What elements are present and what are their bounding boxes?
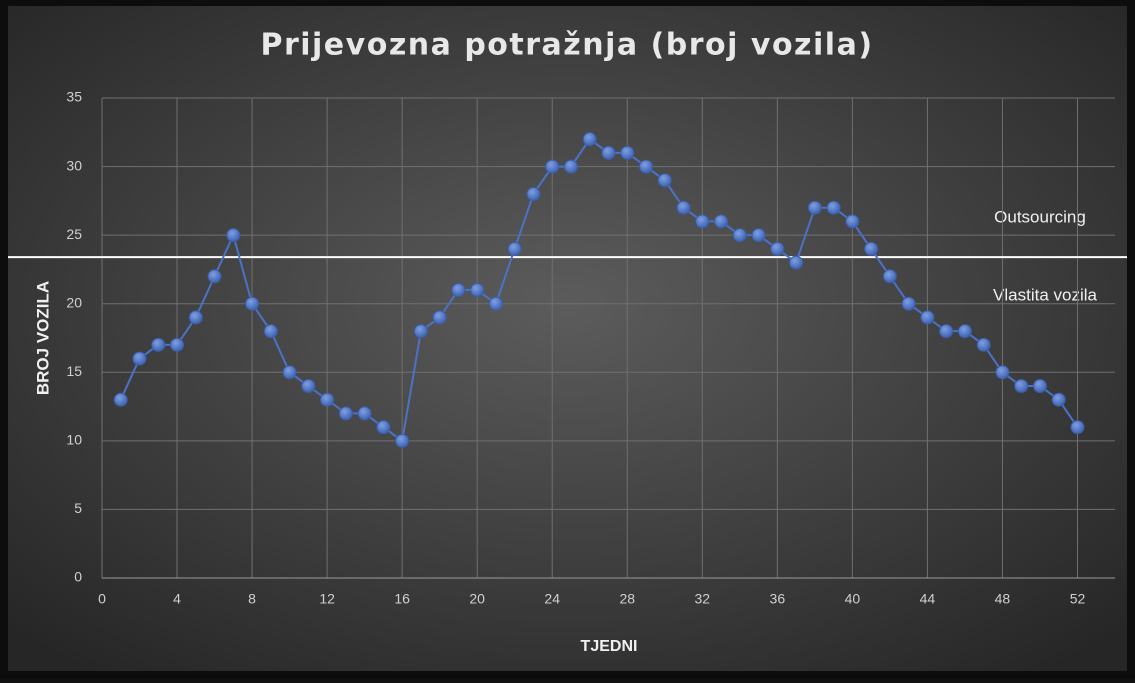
- x-tick-label: 40: [845, 591, 861, 607]
- data-point: [526, 187, 541, 201]
- y-tick-label: 10: [66, 432, 82, 448]
- chart-background: [8, 6, 1127, 671]
- data-point: [957, 324, 972, 339]
- x-axis-label: TJEDNI: [581, 638, 638, 655]
- x-tick-label: 52: [1070, 591, 1086, 607]
- data-point: [395, 433, 410, 448]
- data-point: [582, 132, 597, 147]
- data-point: [338, 406, 353, 421]
- y-tick-label: 30: [66, 157, 82, 173]
- data-point: [563, 159, 578, 174]
- data-point: [657, 173, 672, 188]
- annotation: Outsourcing: [994, 207, 1086, 226]
- data-point: [357, 406, 372, 421]
- x-tick-label: 28: [619, 591, 635, 607]
- data-point: [601, 145, 616, 160]
- data-point: [263, 324, 278, 339]
- data-point: [789, 255, 804, 270]
- y-axis-label: BROJ VOZILA: [33, 281, 52, 395]
- data-point: [732, 228, 747, 243]
- data-point: [939, 324, 954, 339]
- x-tick-label: 20: [469, 591, 485, 607]
- data-point: [676, 200, 691, 215]
- x-tick-label: 0: [98, 591, 106, 607]
- data-point: [845, 214, 860, 229]
- data-point: [245, 296, 260, 311]
- x-tick-label: 12: [319, 591, 335, 607]
- data-point: [188, 310, 203, 325]
- data-point: [320, 392, 335, 407]
- data-point: [920, 310, 935, 325]
- data-point: [226, 228, 241, 243]
- data-point: [132, 351, 147, 366]
- data-point: [714, 214, 729, 229]
- x-tick-label: 8: [248, 591, 256, 607]
- data-point: [620, 145, 635, 160]
- data-point: [826, 200, 841, 215]
- data-point: [113, 392, 128, 407]
- data-point: [901, 296, 916, 311]
- chart-title: Prijevozna potražnja (broj vozila): [260, 28, 873, 63]
- data-point: [170, 337, 185, 352]
- data-point: [282, 365, 297, 380]
- x-tick-label: 32: [695, 591, 711, 607]
- data-point: [451, 283, 466, 297]
- data-point: [1032, 379, 1047, 393]
- x-tick-label: 24: [544, 591, 560, 607]
- annotation: Vlastita vozila: [993, 285, 1097, 304]
- data-point: [995, 365, 1010, 380]
- y-tick-label: 25: [66, 226, 82, 242]
- y-tick-label: 0: [74, 569, 82, 585]
- data-point: [301, 379, 316, 393]
- x-tick-label: 44: [920, 591, 936, 607]
- data-point: [1014, 379, 1029, 393]
- x-tick-label: 36: [770, 591, 786, 607]
- data-point: [376, 420, 391, 435]
- y-tick-label: 20: [66, 294, 82, 310]
- data-point: [507, 241, 522, 256]
- data-point: [882, 269, 897, 284]
- y-tick-label: 15: [66, 363, 82, 379]
- data-point: [864, 241, 879, 256]
- y-tick-label: 35: [66, 89, 82, 105]
- data-point: [695, 214, 710, 229]
- data-point: [751, 228, 766, 243]
- data-point: [1070, 420, 1085, 435]
- data-point: [488, 296, 503, 311]
- x-tick-label: 4: [173, 591, 181, 607]
- x-tick-label: 16: [394, 591, 410, 607]
- data-line: [119, 137, 1079, 443]
- x-tick-label: 48: [995, 591, 1011, 607]
- data-point: [976, 337, 991, 352]
- data-point: [807, 200, 822, 215]
- data-point: [639, 159, 654, 174]
- data-point: [545, 159, 560, 174]
- data-point: [432, 310, 447, 325]
- data-point: [151, 337, 166, 352]
- data-point: [470, 283, 485, 297]
- y-tick-label: 5: [74, 500, 82, 516]
- data-point: [207, 269, 222, 284]
- data-point: [770, 241, 785, 256]
- data-point: [413, 324, 428, 339]
- data-point: [1051, 392, 1066, 407]
